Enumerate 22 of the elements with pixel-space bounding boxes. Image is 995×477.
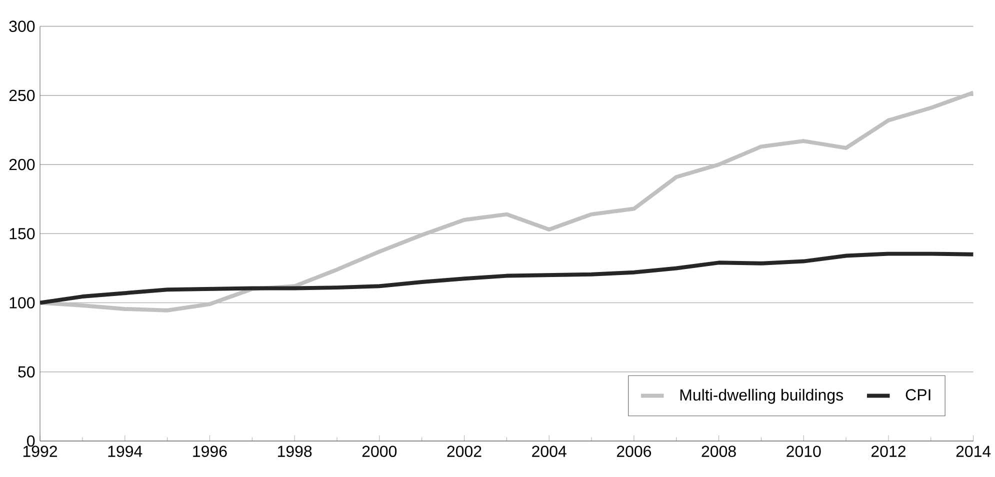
x-tick-label: 2008 [702,446,736,458]
x-tick-label: 2000 [362,446,397,458]
x-tick-label: 2004 [532,446,566,458]
x-tick-label: 2006 [616,446,652,458]
x-tick-label: 1994 [108,446,142,458]
y-tick-label: 250 [9,90,35,102]
x-tick-label: 1996 [193,446,227,458]
legend-label: Multi-dwelling buildings [680,388,843,404]
y-tick-label: 150 [10,228,35,240]
x-tick-label: 1998 [278,446,312,458]
y-tick-label: 50 [18,366,35,378]
x-tick-label: 2012 [871,446,906,458]
legend-label: CPI [906,389,930,400]
y-tick-label: 200 [9,158,35,170]
y-tick-label: 0 [27,435,35,447]
line-series [40,90,974,312]
x-tick-label: 2014 [956,446,991,458]
x-tick-label: 2002 [447,446,482,458]
x-tick-label: 1992 [23,446,57,458]
y-tick-label: 100 [10,297,35,308]
x-tick-label: 2010 [786,446,821,458]
y-tick-label: 300 [9,20,35,32]
